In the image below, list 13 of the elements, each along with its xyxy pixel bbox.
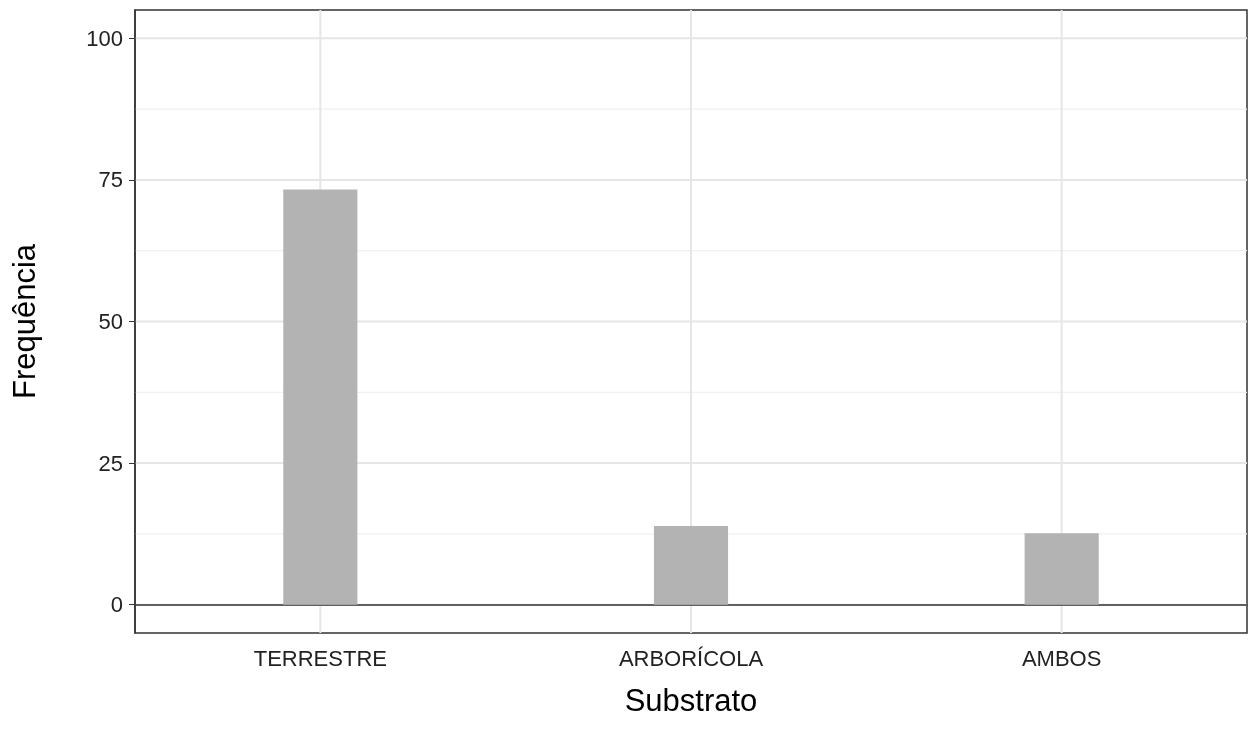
y-tick-label: 75 [98,167,123,193]
x-tick-label: ARBORÍCOLA [618,645,764,671]
bar [653,525,729,605]
bar [283,189,358,605]
y-tick-label: 0 [110,592,123,618]
x-axis-title: Substrato [624,683,758,718]
y-tick-label: 100 [86,25,123,51]
x-tick-label: TERRESTRE [253,645,387,671]
y-axis-title: Frequência [7,243,42,400]
bar [1024,533,1099,605]
y-tick-label: 25 [98,450,123,476]
x-tick-label: AMBOS [1021,645,1102,671]
y-tick-label: 50 [98,309,123,334]
